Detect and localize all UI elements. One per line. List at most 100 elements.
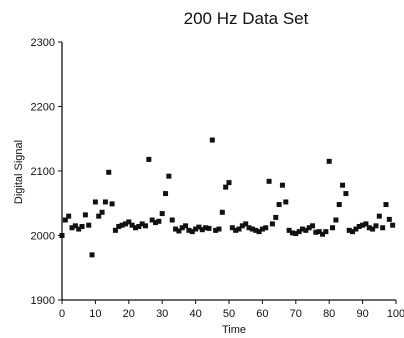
y-ticks: 1900 2000 2100 2200 2300 bbox=[31, 37, 62, 307]
data-point bbox=[183, 223, 189, 229]
data-point bbox=[146, 156, 152, 162]
x-tick-label: 40 bbox=[189, 308, 201, 320]
data-point bbox=[109, 201, 115, 207]
data-points bbox=[59, 137, 396, 258]
y-tick-label: 2200 bbox=[31, 102, 55, 114]
data-point bbox=[276, 202, 282, 208]
data-point bbox=[330, 225, 336, 231]
data-point bbox=[209, 137, 215, 143]
data-point bbox=[286, 227, 292, 233]
data-point bbox=[169, 217, 175, 223]
data-point bbox=[243, 221, 249, 227]
data-point bbox=[196, 224, 202, 230]
data-point bbox=[223, 184, 229, 190]
data-point bbox=[186, 227, 192, 233]
data-point bbox=[233, 227, 239, 233]
data-point bbox=[179, 225, 185, 231]
data-point bbox=[340, 182, 346, 188]
data-point bbox=[206, 225, 212, 231]
data-point bbox=[156, 218, 162, 224]
data-point bbox=[199, 227, 205, 233]
data-point bbox=[310, 223, 315, 229]
data-point bbox=[189, 229, 195, 235]
data-point bbox=[263, 225, 269, 231]
x-tick-label: 20 bbox=[123, 308, 135, 320]
data-point bbox=[122, 221, 128, 227]
data-point bbox=[376, 213, 382, 219]
data-point bbox=[79, 223, 85, 229]
data-point bbox=[279, 182, 285, 188]
data-point bbox=[229, 225, 235, 231]
x-tick-label: 80 bbox=[323, 308, 335, 320]
data-point bbox=[380, 225, 386, 231]
data-point bbox=[303, 227, 309, 233]
data-point bbox=[253, 227, 259, 233]
data-point bbox=[102, 199, 108, 205]
y-tick-label: 2000 bbox=[31, 231, 55, 243]
data-point bbox=[92, 199, 98, 205]
data-point bbox=[363, 221, 369, 227]
data-point bbox=[323, 229, 329, 235]
data-point bbox=[72, 223, 78, 229]
data-point bbox=[269, 221, 275, 227]
data-point bbox=[333, 217, 339, 223]
data-point bbox=[82, 212, 88, 218]
x-tick-label: 90 bbox=[356, 308, 368, 320]
data-point bbox=[320, 231, 326, 237]
data-point bbox=[149, 217, 155, 223]
data-point bbox=[66, 213, 72, 219]
data-point bbox=[129, 222, 135, 228]
x-tick-label: 100 bbox=[387, 308, 404, 320]
data-point bbox=[69, 225, 75, 231]
data-point bbox=[219, 209, 225, 215]
data-point bbox=[259, 226, 265, 232]
y-tick-label: 1900 bbox=[31, 295, 55, 307]
data-point bbox=[289, 230, 295, 236]
x-ticks: 0 10 20 30 40 50 60 70 80 90 100 bbox=[59, 300, 404, 320]
chart-title: 200 Hz Data Set bbox=[184, 9, 309, 28]
data-point bbox=[266, 178, 272, 184]
data-point bbox=[136, 223, 142, 229]
data-point bbox=[112, 227, 118, 233]
data-point bbox=[366, 225, 372, 231]
data-point bbox=[360, 222, 366, 228]
data-point bbox=[256, 229, 262, 235]
data-point bbox=[236, 226, 242, 232]
data-point bbox=[176, 228, 182, 234]
data-point bbox=[106, 169, 112, 175]
data-point bbox=[313, 229, 319, 235]
y-tick-label: 2100 bbox=[31, 166, 55, 178]
data-point bbox=[343, 191, 349, 197]
x-tick-label: 10 bbox=[89, 308, 101, 320]
x-axis-label: Time bbox=[222, 324, 246, 336]
data-point bbox=[153, 220, 159, 226]
data-point bbox=[273, 214, 279, 220]
data-point bbox=[86, 222, 92, 228]
data-point bbox=[143, 223, 148, 229]
data-point bbox=[350, 229, 356, 235]
data-point bbox=[249, 226, 255, 232]
axes bbox=[61, 42, 396, 301]
data-point bbox=[386, 216, 392, 222]
data-point bbox=[383, 202, 389, 208]
x-tick-label: 50 bbox=[223, 308, 235, 320]
data-point bbox=[346, 227, 352, 233]
data-point bbox=[173, 226, 179, 232]
y-tick-label: 2300 bbox=[31, 37, 55, 49]
data-point bbox=[373, 223, 379, 229]
data-point bbox=[353, 226, 359, 232]
data-point bbox=[239, 223, 245, 229]
data-point bbox=[246, 225, 252, 231]
data-point bbox=[62, 217, 68, 223]
data-point bbox=[159, 211, 165, 217]
data-point bbox=[299, 226, 305, 232]
data-point bbox=[216, 226, 222, 232]
data-point bbox=[139, 221, 145, 227]
data-point bbox=[89, 252, 95, 258]
data-point bbox=[126, 219, 132, 225]
x-tick-label: 60 bbox=[256, 308, 268, 320]
data-point bbox=[316, 229, 322, 235]
data-point bbox=[283, 199, 289, 205]
data-point bbox=[116, 223, 122, 229]
